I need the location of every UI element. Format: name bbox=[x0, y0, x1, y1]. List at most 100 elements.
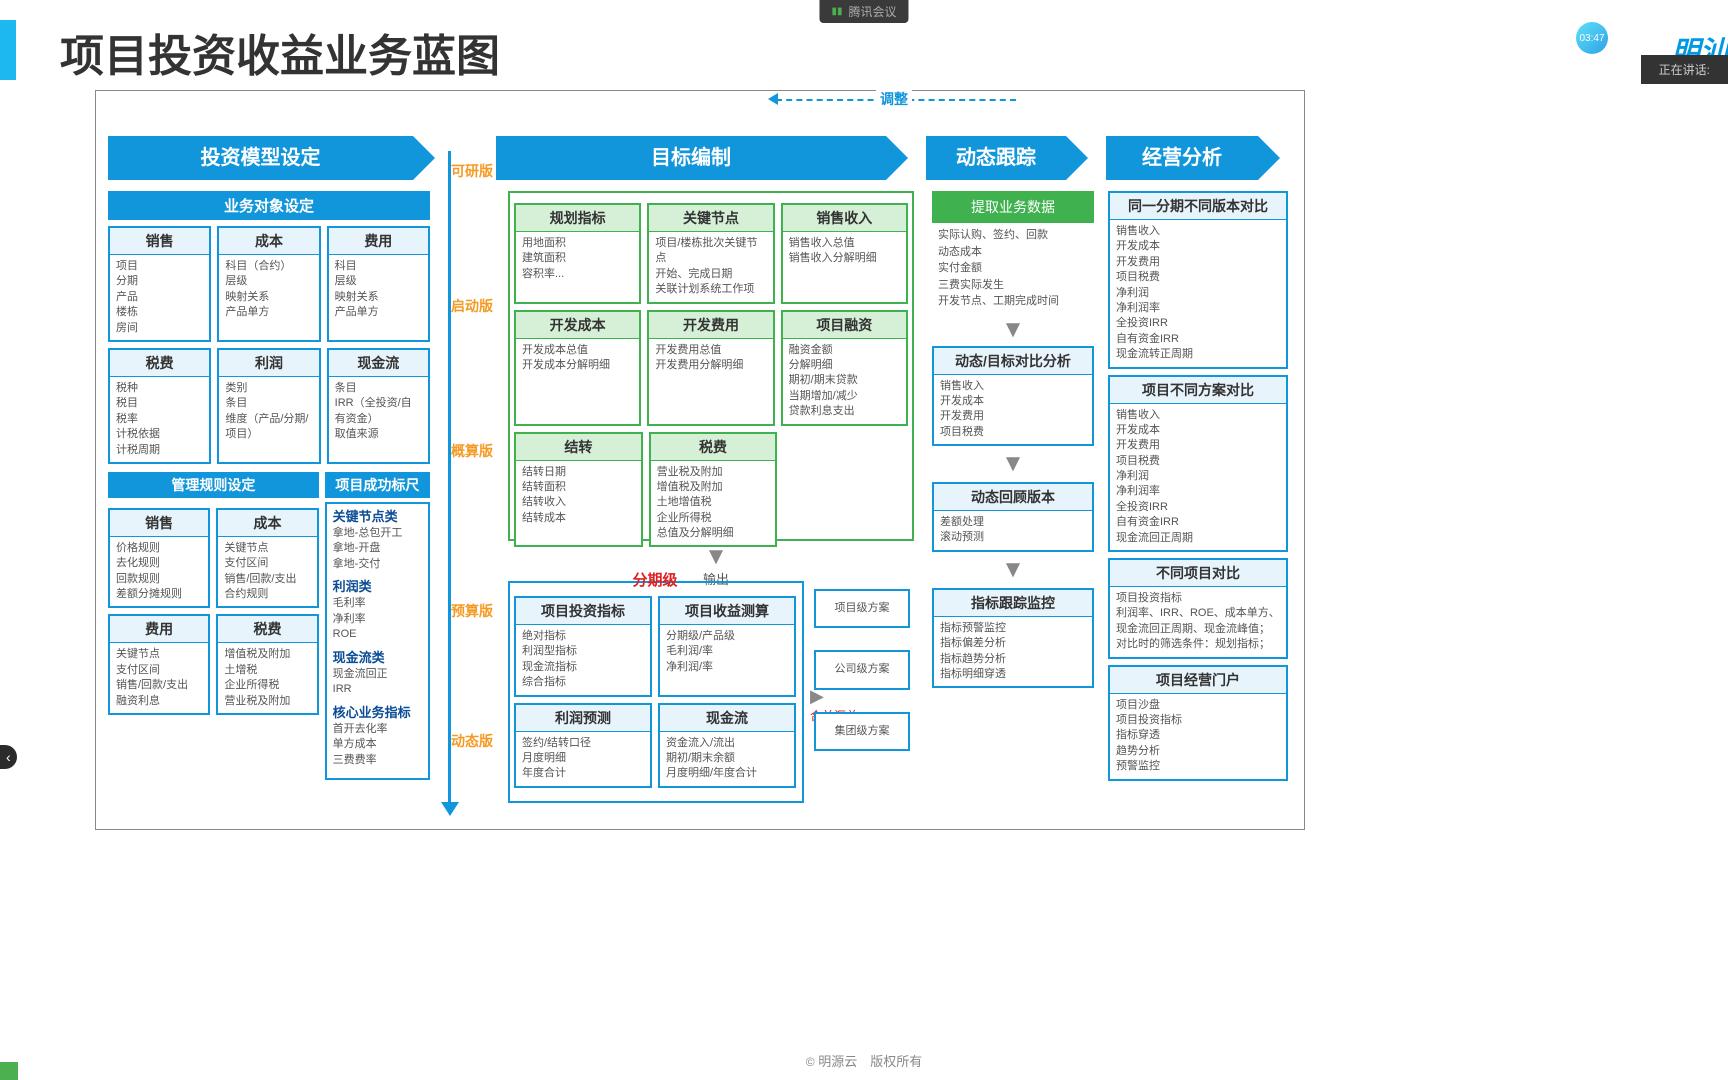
box-title: 项目不同方案对比 bbox=[1110, 377, 1286, 404]
version-label: 可研版 bbox=[451, 161, 493, 181]
box-title: 销售 bbox=[110, 510, 208, 537]
box-title: 费用 bbox=[110, 616, 208, 643]
diagram-box: 销售项目 分期 产品 楼栋 房间 bbox=[108, 226, 211, 342]
col1-body: 业务对象设定 销售项目 分期 产品 楼栋 房间成本科目（合约） 层级 映射关系 … bbox=[108, 191, 430, 780]
diagram-box: 现金流资金流入/流出 期初/期末余额 月度明细/年度合计 bbox=[658, 703, 796, 788]
box-title: 费用 bbox=[329, 228, 428, 255]
box-body: 销售收入 开发成本 开发费用 项目税费 净利润 净利润率 全投资IRR 自有资金… bbox=[1110, 404, 1286, 551]
box-title: 规划指标 bbox=[516, 205, 639, 232]
ruler-heading: 现金流类 bbox=[333, 649, 422, 667]
diagram-box: 利润类别 条目 维度（产品/分期/项目） bbox=[217, 348, 320, 464]
version-label: 预算版 bbox=[451, 601, 493, 621]
plans-col: 项目级方案公司级方案集团级方案 bbox=[814, 589, 910, 773]
box-title: 开发成本 bbox=[516, 312, 639, 339]
ruler-body: 首开去化率 单方成本 三费费率 bbox=[333, 722, 422, 768]
meeting-topbar: ▮▮ 腾讯会议 bbox=[819, 0, 908, 23]
box-body: 增值税及附加 土增税 企业所得税 营业税及附加 bbox=[218, 643, 316, 713]
box-body: 关键节点 支付区间 销售/回款/支出 合约规则 bbox=[218, 537, 316, 607]
collapse-arrow-icon[interactable]: ‹ bbox=[0, 745, 17, 769]
col5-header: 经营分析 bbox=[1106, 136, 1258, 180]
box-body: 销售收入 开发成本 开发费用 项目税费 净利润 净利润率 全投资IRR 自有资金… bbox=[1110, 220, 1286, 367]
diagram-box: 税费税种 税目 税率 计税依据 计税周期 bbox=[108, 348, 211, 464]
box-title: 关键节点 bbox=[649, 205, 772, 232]
box-body: 差额处理 滚动预测 bbox=[934, 511, 1092, 550]
extract-header: 提取业务数据 bbox=[932, 191, 1094, 223]
footer: © 明源云 版权所有 bbox=[806, 1051, 922, 1070]
edge-decoration-bottom bbox=[0, 1062, 18, 1080]
plan-box: 集团级方案 bbox=[814, 712, 910, 751]
diagram-box: 现金流条目 IRR（全投资/自有资金） 取值来源 bbox=[327, 348, 430, 464]
diagram-box: 销售价格规则 去化规则 回款规则 差额分摊规则 bbox=[108, 508, 210, 609]
sect1-header: 业务对象设定 bbox=[108, 191, 430, 220]
box-body: 绝对指标 利润型指标 现金流指标 综合指标 bbox=[516, 625, 650, 695]
box-title: 利润预测 bbox=[516, 705, 650, 732]
green-grid: 规划指标用地面积 建筑面积 容积率... 关键节点项目/楼栋批次关键节点 开始、完… bbox=[514, 197, 908, 547]
box-body: 签约/结转口径 月度明细 年度合计 bbox=[516, 732, 650, 786]
flow-vline bbox=[448, 151, 451, 806]
box-title: 项目收益测算 bbox=[660, 598, 794, 625]
blue-grid: 分期级 项目投资指标绝对指标 利润型指标 现金流指标 综合指标项目收益测算分期级… bbox=[514, 569, 796, 788]
box-title: 项目经营门户 bbox=[1110, 667, 1286, 694]
ruler-heading: 关键节点类 bbox=[333, 508, 422, 526]
box-title: 项目融资 bbox=[783, 312, 906, 339]
box-title: 税费 bbox=[218, 616, 316, 643]
box-title: 指标跟踪监控 bbox=[934, 590, 1092, 617]
speaking-label: 正在讲话: bbox=[1641, 55, 1728, 84]
box-body: 融资金额 分解明细 期初/期末贷款 当期增加/减少 贷款利息支出 bbox=[783, 339, 906, 424]
plan-label: 项目级方案 bbox=[816, 591, 908, 626]
box-title: 不同项目对比 bbox=[1110, 560, 1286, 587]
plan-label: 集团级方案 bbox=[816, 714, 908, 749]
box-body: 资金流入/流出 期初/期末余额 月度明细/年度合计 bbox=[660, 732, 794, 786]
ruler-group: 核心业务指标首开去化率 单方成本 三费费率 bbox=[333, 704, 422, 768]
diagram-box: 销售收入销售收入总值 销售收入分解明细 bbox=[781, 203, 908, 304]
timer-badge: 03:47 bbox=[1576, 22, 1608, 54]
signal-icon: ▮▮ bbox=[831, 6, 842, 17]
box-body: 指标预警监控 指标偏差分析 指标趋势分析 指标明细穿透 bbox=[934, 617, 1092, 687]
diagram-box: 结转结转日期 结转面积 结转收入 结转成本 bbox=[514, 432, 643, 548]
diagram-box: 税费营业税及附加 增值税及附加 土地增值税 企业所得税 总值及分解明细 bbox=[649, 432, 778, 548]
box-body: 销售收入总值 销售收入分解明细 bbox=[783, 232, 906, 271]
box-title: 现金流 bbox=[329, 350, 428, 377]
box-body: 科目（合约） 层级 映射关系 产品单方 bbox=[219, 255, 318, 325]
box-title: 税费 bbox=[651, 434, 776, 461]
box-title: 动态/目标对比分析 bbox=[934, 348, 1092, 375]
diagram-box: 费用关键节点 支付区间 销售/回款/支出 融资利息 bbox=[108, 614, 210, 715]
box-body: 销售收入 开发成本 开发费用 项目税费 bbox=[934, 375, 1092, 445]
box-body: 营业税及附加 增值税及附加 土地增值税 企业所得税 总值及分解明细 bbox=[651, 461, 776, 546]
diagram-box: 规划指标用地面积 建筑面积 容积率... bbox=[514, 203, 641, 304]
diagram-box: 开发费用开发费用总值 开发费用分解明细 bbox=[647, 310, 774, 426]
box-body: 科目 层级 映射关系 产品单方 bbox=[329, 255, 428, 325]
box-body: 项目沙盘 项目投资指标 指标穿透 趋势分析 预警监控 bbox=[1110, 694, 1286, 779]
box-body: 项目/楼栋批次关键节点 开始、完成日期 关联计划系统工作项 bbox=[649, 232, 772, 302]
extract-body: 实际认购、签约、回款 动态成本 实付金额 三费实际发生 开发节点、工期完成时间 bbox=[932, 223, 1094, 314]
ruler-group: 关键节点类拿地-总包开工 拿地-开盘 拿地-交付 bbox=[333, 508, 422, 572]
ruler-group: 现金流类现金流回正 IRR bbox=[333, 649, 422, 698]
box-body: 分期级/产品级 毛利润/率 净利润/率 bbox=[660, 625, 794, 679]
col4-body: 提取业务数据 实际认购、签约、回款 动态成本 实付金额 三费实际发生 开发节点、… bbox=[932, 191, 1094, 688]
version-label: 启动版 bbox=[451, 296, 493, 316]
plan-box: 公司级方案 bbox=[814, 650, 910, 689]
box-title: 税费 bbox=[110, 350, 209, 377]
box-title: 现金流 bbox=[660, 705, 794, 732]
plan-box: 项目级方案 bbox=[814, 589, 910, 628]
box-body: 项目投资指标 利润率、IRR、ROE、成本单方、现金流回正周期、现金流峰值； 对… bbox=[1110, 587, 1286, 657]
box-body: 项目 分期 产品 楼栋 房间 bbox=[110, 255, 209, 340]
box-body: 条目 IRR（全投资/自有资金） 取值来源 bbox=[329, 377, 428, 447]
col5-body: 同一分期不同版本对比 销售收入 开发成本 开发费用 项目税费 净利润 净利润率 … bbox=[1108, 191, 1288, 781]
plan-label: 公司级方案 bbox=[816, 652, 908, 687]
col3-header: 目标编制 bbox=[496, 136, 886, 180]
version-label: 概算版 bbox=[451, 441, 493, 461]
slide-title: 项目投资收益业务蓝图 bbox=[60, 20, 500, 84]
col1-header: 投资模型设定 bbox=[108, 136, 413, 180]
edge-decoration bbox=[0, 20, 16, 80]
diagram-box: 税费增值税及附加 土增税 企业所得税 营业税及附加 bbox=[216, 614, 318, 715]
version-label: 动态版 bbox=[451, 731, 493, 751]
diagram-box: 项目投资指标绝对指标 利润型指标 现金流指标 综合指标 bbox=[514, 596, 652, 697]
diagram-box: 项目收益测算分期级/产品级 毛利润/率 净利润/率 bbox=[658, 596, 796, 697]
diagram-box: 项目融资融资金额 分解明细 期初/期末贷款 当期增加/减少 贷款利息支出 bbox=[781, 310, 908, 426]
box-title: 成本 bbox=[218, 510, 316, 537]
box-title: 销售收入 bbox=[783, 205, 906, 232]
ruler-body: 毛利率 净利率 ROE bbox=[333, 596, 422, 642]
diagram-box: 成本关键节点 支付区间 销售/回款/支出 合约规则 bbox=[216, 508, 318, 609]
diagram-box: 费用科目 层级 映射关系 产品单方 bbox=[327, 226, 430, 342]
